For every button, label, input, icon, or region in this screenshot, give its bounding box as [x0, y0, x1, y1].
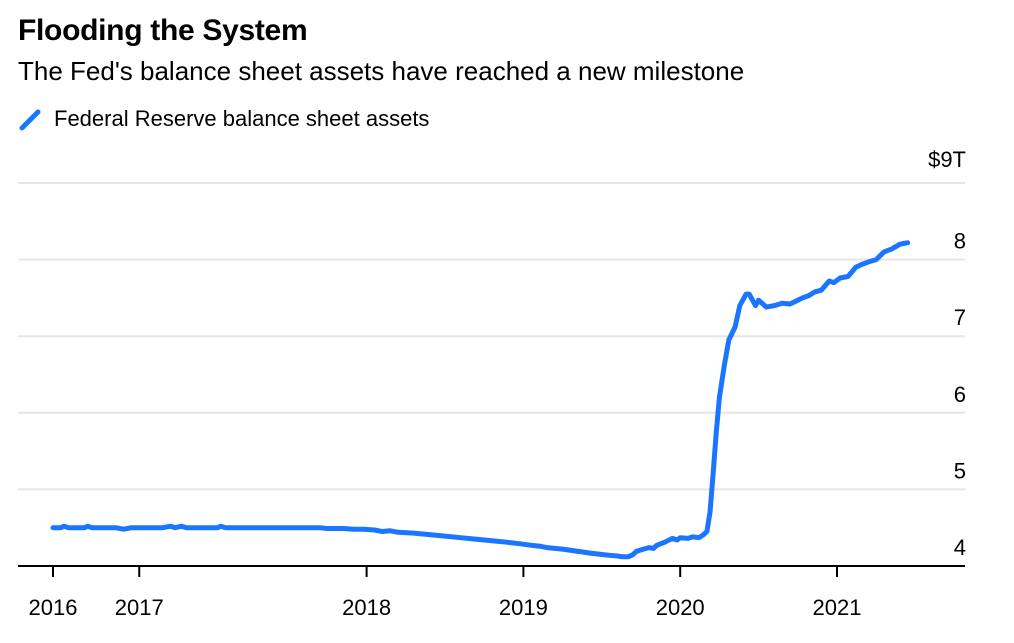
series-line-0	[50, 240, 911, 560]
y-axis-ticks: 4 5 6 7 8 $9T	[928, 147, 966, 560]
y-tick-label-5: 5	[954, 458, 966, 483]
x-tick-label-2021: 2021	[813, 595, 862, 620]
x-axis: 2016 2017 2018 2019 2020 2021	[18, 565, 965, 620]
y-tick-label-4: 4	[954, 535, 966, 560]
y-tick-label-8: 8	[954, 229, 966, 254]
x-tick-label-2018: 2018	[342, 595, 391, 620]
legend-line-icon	[19, 109, 41, 131]
y-tick-label-7: 7	[954, 305, 966, 330]
x-tick-label-2019: 2019	[499, 595, 548, 620]
x-tick-label-2017: 2017	[115, 595, 164, 620]
gridlines	[18, 182, 965, 491]
chart-legend: Federal Reserve balance sheet assets	[18, 106, 429, 132]
chart-title: Flooding the System	[18, 14, 308, 47]
chart-subtitle: The Fed's balance sheet assets have reac…	[18, 56, 745, 86]
legend-label: Federal Reserve balance sheet assets	[54, 106, 430, 131]
x-tick-label-2020: 2020	[656, 595, 705, 620]
series-layer	[50, 240, 911, 560]
x-tick-label-2016: 2016	[29, 595, 78, 620]
y-tick-label-9: $9T	[928, 147, 966, 172]
y-tick-label-6: 6	[954, 382, 966, 407]
